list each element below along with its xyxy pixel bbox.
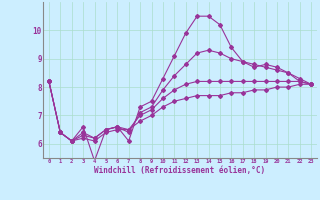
X-axis label: Windchill (Refroidissement éolien,°C): Windchill (Refroidissement éolien,°C) bbox=[94, 166, 266, 175]
